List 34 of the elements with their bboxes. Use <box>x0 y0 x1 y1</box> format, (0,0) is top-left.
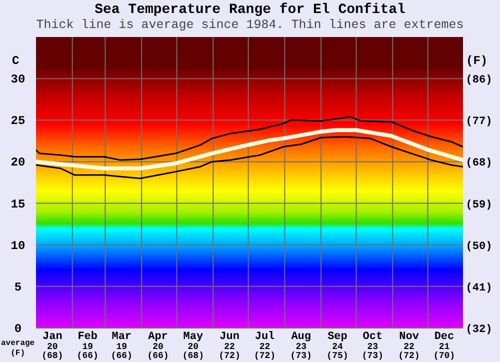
x-tick-label: Oct 23 (73) <box>362 331 384 361</box>
x-tick-label: Jun 22 (72) <box>218 331 240 361</box>
y2-tick-label: (32) <box>466 324 492 336</box>
y-tick-label: 10 <box>10 238 26 253</box>
y2-tick-label: (86) <box>466 74 492 87</box>
y2-tick-label: (68) <box>466 158 492 170</box>
y2-tick-label: (77) <box>466 116 492 128</box>
y-tick-label: 0 <box>14 322 22 336</box>
line-series <box>36 128 463 170</box>
x-axis-title: average (F) <box>1 339 35 359</box>
chart-title: Sea Temperature Range for El Confital <box>94 2 406 18</box>
x-tick-label: May 20 (68) <box>182 331 204 361</box>
y2-tick-label: (41) <box>466 282 492 294</box>
x-tick-label: Apr 20 (66) <box>147 331 169 361</box>
y2-tick-label: (50) <box>466 240 492 253</box>
x-tick-label: Jul 22 (72) <box>254 331 276 361</box>
y-tick-label: 15 <box>10 197 26 212</box>
y-tick-label: 25 <box>10 114 26 128</box>
x-tick-label: Feb 19 (66) <box>76 331 98 361</box>
y2-axis-title: (F) <box>466 54 488 68</box>
y-axis-title: C <box>12 54 20 68</box>
chart-subtitle: Thick line is average since 1984. Thin lines are extremes <box>35 18 465 32</box>
x-tick-label: Dec 21 (70) <box>433 331 456 361</box>
y-tick-label: 30 <box>10 72 26 87</box>
y-tick-label: 20 <box>10 156 26 170</box>
x-tick-label: Mar 19 (66) <box>110 331 132 361</box>
x-tick-label: Aug 23 (73) <box>290 331 312 361</box>
y2-tick-label: (59) <box>466 199 492 212</box>
line-series <box>36 136 463 180</box>
line-series <box>36 116 463 161</box>
x-tick-label: Jan 20 (68) <box>42 331 64 361</box>
y-tick-label: 5 <box>14 280 22 294</box>
x-tick-label: Sep 24 (75) <box>326 331 348 361</box>
x-tick-label: Nov 22 (72) <box>398 331 420 361</box>
